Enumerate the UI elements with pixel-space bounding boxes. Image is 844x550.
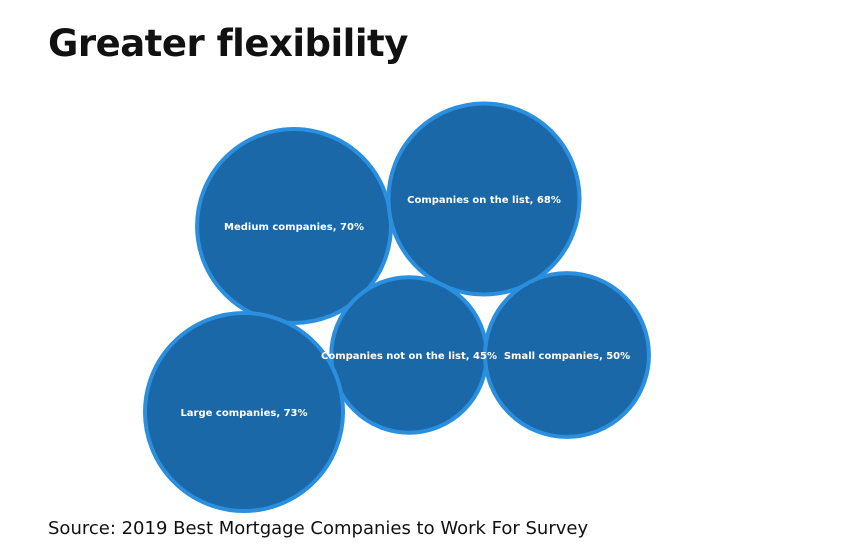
- chart-title: Greater flexibility: [48, 22, 408, 65]
- bubble-companies-on-the-list: [386, 101, 582, 297]
- bubble-label-medium-companies: Medium companies, 70%: [224, 222, 364, 233]
- bubble-label-companies-on-the-list: Companies on the list, 68%: [407, 195, 561, 206]
- bubble-group: Medium companies, 70% Companies on the li…: [143, 101, 651, 513]
- chart-source: Source: 2019 Best Mortgage Companies to …: [48, 518, 589, 539]
- bubble-label-large-companies: Large companies, 73%: [180, 408, 307, 419]
- bubble-large-companies: [143, 311, 345, 513]
- bubble-label-small-companies: Small companies, 50%: [504, 351, 630, 362]
- bubble-small-companies: [483, 271, 651, 439]
- bubble-label-companies-not-on-the-list: Companies not on the list, 45%: [321, 351, 497, 362]
